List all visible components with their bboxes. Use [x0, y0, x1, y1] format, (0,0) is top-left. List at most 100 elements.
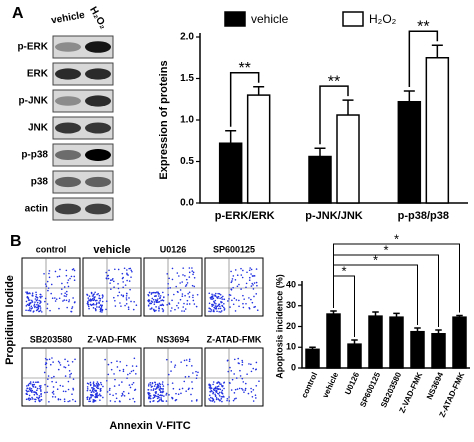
event-dot — [39, 307, 42, 309]
event-dot — [232, 275, 235, 277]
event-dot — [163, 395, 165, 397]
event-dot — [52, 390, 55, 393]
event-dot — [63, 295, 66, 297]
event-dot — [64, 375, 67, 377]
event-dot — [231, 280, 233, 282]
event-dot — [230, 288, 233, 290]
event-dot — [258, 380, 260, 383]
event-dot — [127, 308, 130, 311]
event-dot — [255, 384, 258, 387]
event-dot — [236, 388, 239, 390]
event-dot — [48, 401, 50, 403]
event-dot — [44, 283, 47, 285]
event-dot — [214, 294, 217, 297]
event-dot — [252, 284, 254, 286]
event-dot — [228, 396, 230, 398]
event-dot — [215, 306, 218, 309]
event-dot — [90, 291, 93, 294]
event-dot — [152, 298, 155, 301]
blot-label: ERK — [27, 69, 49, 80]
event-dot — [227, 370, 230, 373]
event-dot — [47, 287, 50, 289]
event-dot — [185, 284, 188, 286]
event-dot — [115, 397, 118, 400]
event-dot — [63, 400, 66, 403]
event-dot — [255, 268, 258, 270]
event-dot — [135, 365, 138, 368]
event-dot — [100, 383, 103, 386]
event-dot — [96, 381, 99, 383]
blot-label: actin — [25, 204, 48, 215]
event-dot — [46, 307, 49, 310]
event-dot — [87, 301, 89, 304]
event-dot — [64, 358, 66, 361]
event-dot — [213, 401, 216, 403]
event-dot — [94, 400, 97, 402]
event-dot — [180, 392, 182, 395]
event-dot — [29, 310, 31, 312]
event-dot — [36, 298, 39, 301]
event-dot — [174, 364, 177, 366]
event-dot — [181, 281, 183, 283]
event-dot — [122, 295, 124, 298]
event-dot — [217, 381, 220, 383]
event-dot — [217, 292, 219, 295]
bar — [431, 333, 446, 369]
event-dot — [73, 269, 76, 272]
event-dot — [149, 308, 152, 310]
event-dot — [253, 295, 255, 298]
event-dot — [188, 271, 191, 274]
event-dot — [91, 393, 93, 396]
plot-label: NS3694 — [157, 334, 190, 344]
event-dot — [158, 307, 160, 310]
event-dot — [69, 374, 71, 376]
event-dot — [158, 396, 160, 399]
event-dot — [219, 311, 222, 313]
event-dot — [210, 387, 213, 390]
event-dot — [248, 276, 251, 279]
significance-bracket — [333, 275, 355, 337]
event-dot — [242, 381, 245, 383]
event-dot — [182, 267, 185, 269]
event-dot — [126, 279, 128, 282]
event-dot — [216, 305, 219, 308]
event-dot — [222, 395, 225, 398]
event-dot — [167, 383, 169, 386]
event-dot — [184, 285, 187, 287]
event-dot — [35, 381, 37, 384]
event-dot — [165, 358, 168, 361]
plot-label: Z-ATAD-FMK — [207, 334, 262, 344]
event-dot — [182, 274, 184, 276]
event-dot — [185, 390, 187, 392]
event-dot — [186, 299, 189, 302]
event-dot — [62, 300, 64, 302]
event-dot — [154, 383, 157, 386]
event-dot — [171, 307, 173, 309]
flow-plot — [21, 257, 81, 317]
event-dot — [67, 285, 70, 288]
event-dot — [132, 369, 135, 372]
significance-label: * — [383, 242, 388, 257]
event-dot — [40, 395, 42, 397]
event-dot — [49, 309, 51, 312]
event-dot — [245, 286, 247, 289]
event-dot — [65, 299, 68, 302]
event-dot — [214, 299, 217, 302]
event-dot — [58, 307, 60, 310]
event-dot — [64, 390, 67, 393]
event-dot — [236, 285, 239, 288]
event-dot — [67, 388, 70, 391]
event-dot — [160, 398, 163, 401]
event-dot — [97, 292, 99, 295]
lane-label: vehicle — [50, 10, 86, 27]
event-dot — [36, 308, 39, 311]
significance-label: * — [341, 263, 346, 278]
event-dot — [230, 270, 232, 273]
event-dot — [70, 275, 73, 278]
event-dot — [113, 373, 115, 375]
event-dot — [252, 288, 255, 290]
event-dot — [192, 372, 194, 374]
event-dot — [208, 302, 211, 305]
event-dot — [217, 385, 220, 387]
event-dot — [92, 401, 95, 403]
